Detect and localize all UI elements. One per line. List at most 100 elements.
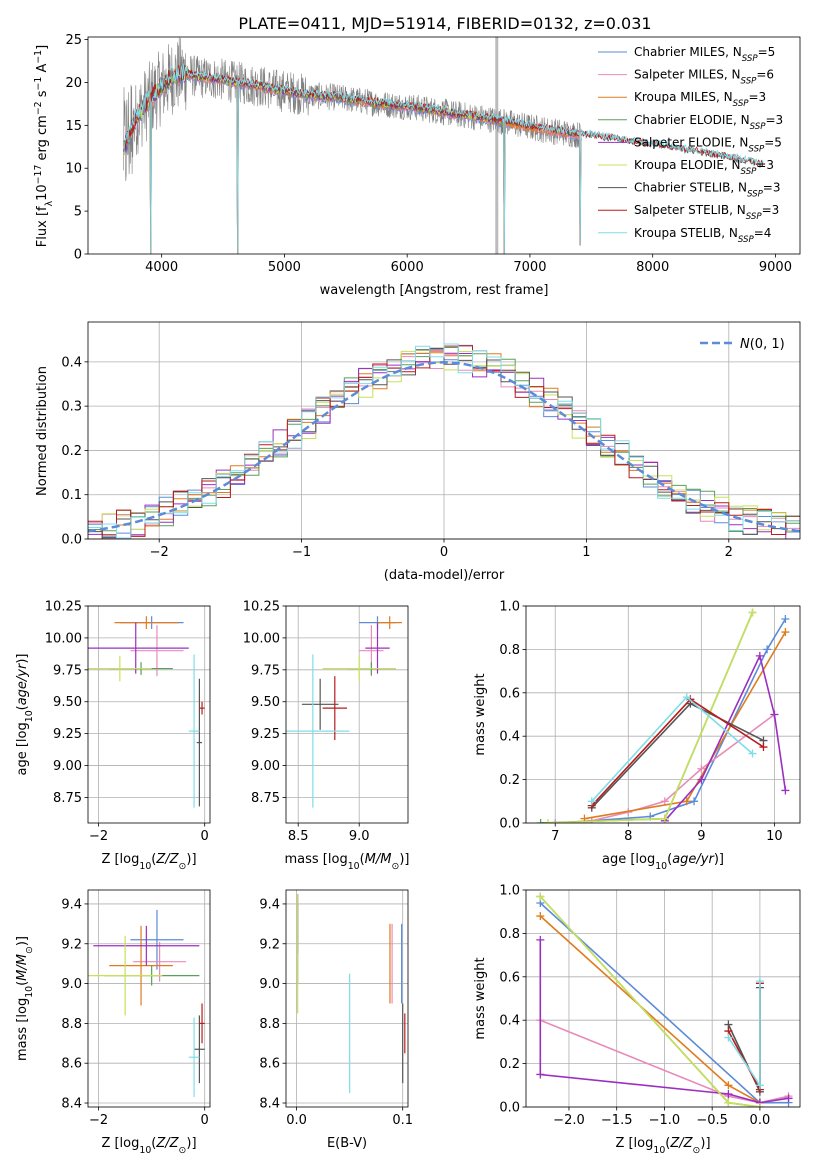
residual-ytick-label: 0.2 <box>61 444 82 459</box>
mass-weight-vs-z-marker <box>755 977 764 986</box>
spectrum-ylabel: Flux [fλ10−17 erg cm−2 s−1 A−1] <box>33 45 55 247</box>
spectrum-ytick-label: 10 <box>65 162 82 177</box>
mass-vs-z-ytick-label: 8.4 <box>61 1097 82 1112</box>
residual-xlabel: (data-model)/error <box>384 568 505 583</box>
residual-xtick-label: 1 <box>582 545 590 560</box>
spectrum-ytick-label: 15 <box>65 119 82 134</box>
spectrum-xlabel: wavelength [Angstrom, rest frame] <box>320 283 549 298</box>
mass-vs-z-ytick-label: 9.4 <box>61 897 82 912</box>
mass-weight-vs-age-marker <box>697 764 706 773</box>
mass-vs-ebv-plot-area <box>297 893 406 1094</box>
mass-vs-z-panel: −2 0 8.4 8.6 8.8 9.0 9.2 9.4 Z [log10(Z/Z⊙)] mass… <box>15 889 211 1156</box>
spectrum-xtick-label: 5000 <box>268 260 301 275</box>
mass-vs-z-ytick-label: 8.6 <box>61 1057 82 1072</box>
mass-weight-vs-z-marker <box>724 1098 733 1107</box>
mass-weight-vs-z-ytick-label: 0.0 <box>499 1101 520 1116</box>
mass-vs-ebv-panel: 0.0 0.1 8.4 8.6 8.8 9.0 9.2 9.4 E(B-V) <box>259 889 413 1151</box>
mass-vs-ebv-xtick-label: 0.1 <box>392 1113 413 1128</box>
mass-vs-z-ytick-label: 9.0 <box>61 977 82 992</box>
mass-vs-z-ytick-label: 9.2 <box>61 937 82 952</box>
mass-weight-vs-z-marker <box>724 1081 733 1090</box>
age-vs-z-ytick-label: 9.25 <box>53 727 82 742</box>
mass-weight-vs-age-marker <box>543 819 552 823</box>
legend-label: Kroupa ELODIE, NSSP=3 <box>634 158 774 177</box>
mass-weight-vs-z-marker <box>755 1103 764 1107</box>
mass-weight-vs-z-xtick-label: −2.0 <box>553 1113 585 1128</box>
mass-vs-z-ylabel: mass [log10(M/M⊙)] <box>15 936 35 1061</box>
residual-ytick-label: 0.4 <box>61 355 82 370</box>
residual-panel: −2 −1 0 1 2 0.0 0.1 0.2 0.3 0.4 N(0, 1) (data-model… <box>35 321 801 583</box>
spectrum-xtick-label: 6000 <box>391 260 424 275</box>
age-vs-z-ytick-label: 8.75 <box>53 791 82 806</box>
age-vs-mass-plot-area <box>286 616 402 808</box>
spectrum-ytick-label: 5 <box>74 205 82 220</box>
mass-vs-ebv-ytick-label: 9.2 <box>259 937 280 952</box>
age-vs-mass-xtick-label: 9.0 <box>349 829 370 844</box>
mass-weight-vs-z-panel: −2.0 −1.5 −1.0 −0.5 0.0 0.0 0.2 0.4 0.6 0.8 1.0 Z [… <box>473 884 801 1156</box>
mass-weight-vs-z-series-line <box>539 895 761 1107</box>
normal-curve <box>88 361 800 533</box>
mass-weight-vs-z-marker <box>724 1033 733 1042</box>
age-vs-z-ytick-label: 10.25 <box>45 600 82 615</box>
mass-weight-vs-age-xlabel: age [log10(age/yr)] <box>602 852 724 872</box>
mass-weight-vs-z-xtick-label: −0.5 <box>696 1113 728 1128</box>
mass-vs-z-ytick-label: 8.8 <box>61 1017 82 1032</box>
mass-vs-ebv-ytick-label: 8.6 <box>259 1057 280 1072</box>
mass-vs-z-xtick-label: 0 <box>201 1113 209 1128</box>
spectrum-xtick-label: 7000 <box>513 260 546 275</box>
mass-vs-ebv-ytick-label: 9.4 <box>259 897 280 912</box>
legend-label: Salpeter STELIB, NSSP=3 <box>634 203 779 222</box>
mass-weight-vs-age-marker <box>660 814 669 823</box>
age-vs-z-frame <box>87 605 211 824</box>
mass-weight-vs-age-ytick-label: 0.8 <box>499 643 520 658</box>
mass-weight-vs-age-marker <box>781 628 790 637</box>
age-vs-z-ytick-label: 10.00 <box>45 631 82 646</box>
age-vs-z-xtick-label: −2 <box>89 829 108 844</box>
mass-vs-ebv-ytick-label: 8.8 <box>259 1017 280 1032</box>
age-vs-mass-frame <box>285 605 409 824</box>
spectrum-plot-area <box>123 37 764 254</box>
figure-title: PLATE=0411, MJD=51914, FIBERID=0132, z=0… <box>238 14 651 33</box>
mass-weight-vs-age-marker <box>763 645 772 654</box>
residual-ytick-label: 0.1 <box>61 488 82 503</box>
mass-weight-vs-z-ytick-label: 0.2 <box>499 1057 520 1072</box>
mass-weight-vs-age-marker <box>697 775 706 784</box>
spectrum-xtick-label: 9000 <box>759 260 792 275</box>
residual-xtick-label: −1 <box>292 545 311 560</box>
mass-weight-vs-z-marker <box>536 892 545 901</box>
mass-weight-vs-age-marker <box>660 797 669 806</box>
mass-weight-vs-z-xtick-label: 0.0 <box>750 1113 771 1128</box>
age-vs-mass-xtick-label: 8.5 <box>288 829 309 844</box>
age-vs-mass-ytick-label: 10.00 <box>243 631 280 646</box>
mass-weight-vs-z-series-line <box>539 915 761 1104</box>
mass-weight-vs-age-marker <box>781 786 790 795</box>
residual-ytick-label: 0.3 <box>61 400 82 415</box>
age-vs-z-xlabel: Z [log10(Z/Z⊙)] <box>101 852 196 872</box>
age-vs-z-ytick-label: 9.50 <box>53 695 82 710</box>
mass-vs-ebv-frame <box>285 889 409 1108</box>
legend-label: Chabrier STELIB, NSSP=3 <box>634 181 781 200</box>
age-vs-mass-ytick-label: 9.75 <box>251 663 280 678</box>
spectrum-data-line <box>123 37 582 182</box>
mass-weight-vs-age-series-line <box>547 612 754 823</box>
mass-weight-vs-z-ytick-label: 0.8 <box>499 927 520 942</box>
spectrum-ytick-label: 25 <box>65 33 82 48</box>
mass-weight-vs-age-frame <box>525 605 801 824</box>
spectrum-xtick-label: 4000 <box>145 260 178 275</box>
mass-weight-vs-z-xlabel: Z [log10(Z/Z⊙)] <box>615 1136 710 1156</box>
mass-weight-vs-age-plot-area <box>536 608 790 823</box>
mass-weight-vs-age-xtick-label: 9 <box>697 829 705 844</box>
mass-weight-vs-age-marker <box>682 693 691 702</box>
mass-vs-z-plot-area <box>88 909 205 1098</box>
normal-legend-label: N(0, 1) <box>740 337 785 352</box>
mass-weight-vs-age-xtick-label: 7 <box>551 829 559 844</box>
mass-vs-ebv-ytick-label: 9.0 <box>259 977 280 992</box>
mass-weight-vs-z-ylabel: mass weight <box>473 957 488 1039</box>
mass-weight-vs-z-marker <box>724 1089 733 1098</box>
spectrum-ytick-label: 0 <box>74 248 82 263</box>
mass-weight-vs-age-ytick-label: 0.6 <box>499 686 520 701</box>
mass-vs-ebv-xlabel: E(B-V) <box>327 1136 367 1151</box>
mass-weight-vs-age-series-line <box>540 612 754 823</box>
age-vs-z-ylabel: age [log10(age/yr)] <box>15 653 35 775</box>
